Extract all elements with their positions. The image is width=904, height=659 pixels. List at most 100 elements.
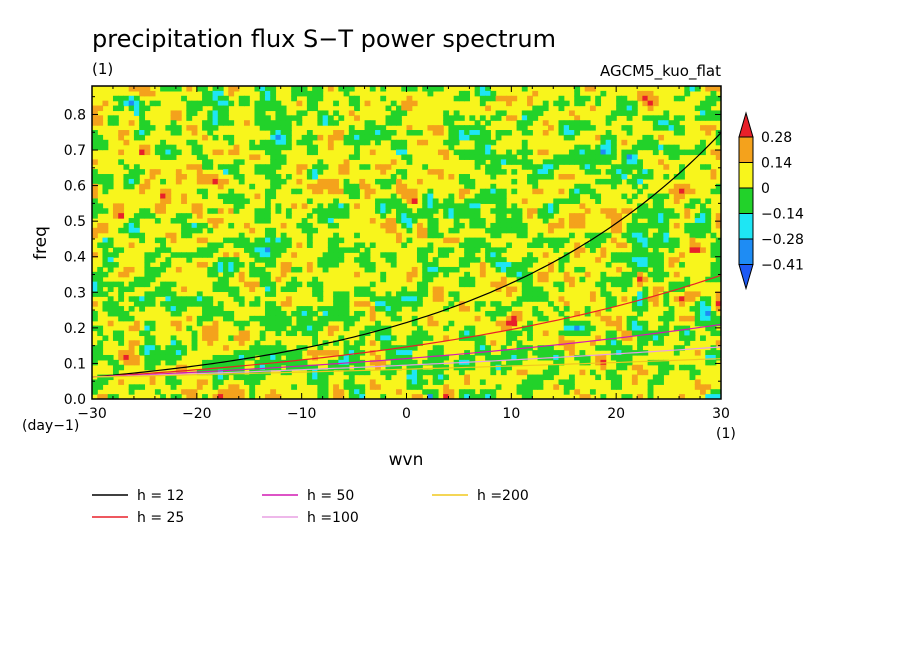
heatmap-cell (270, 183, 277, 190)
heatmap-cell (616, 345, 623, 351)
heatmap-cell (333, 237, 339, 244)
heatmap-cell (521, 296, 528, 302)
heatmap-cell (500, 203, 507, 209)
heatmap-cell (469, 359, 476, 366)
heatmap-cell (154, 252, 161, 258)
heatmap-cell (139, 384, 146, 390)
heatmap-cell (212, 394, 219, 399)
heatmap-cell (270, 105, 277, 112)
heatmap-cell (118, 208, 125, 214)
heatmap-cell (663, 149, 670, 156)
heatmap-cell (207, 174, 214, 180)
heatmap-cell (144, 291, 151, 297)
heatmap-cell (521, 198, 528, 204)
heatmap-cell (642, 183, 649, 190)
heatmap-cell (715, 350, 721, 356)
heatmap-cell (228, 389, 235, 395)
heatmap-cell (705, 222, 712, 229)
colorbar-label: −0.41 (761, 258, 804, 274)
heatmap-cell (165, 193, 172, 200)
heatmap-cell (553, 369, 560, 376)
heatmap-cell (280, 120, 287, 126)
heatmap-cell (464, 354, 470, 361)
heatmap-cell (364, 120, 371, 126)
heatmap-cell (658, 340, 664, 346)
heatmap-cell (359, 384, 366, 390)
heatmap-cell (385, 340, 392, 346)
heatmap-cell (280, 237, 287, 244)
heatmap-cell (427, 222, 434, 229)
heatmap-cell (495, 222, 502, 229)
heatmap-cell (427, 315, 434, 322)
heatmap-cell (563, 198, 570, 204)
heatmap-cell (196, 164, 203, 170)
heatmap-cell (506, 100, 512, 107)
y-tick-label: 0.8 (64, 107, 86, 123)
heatmap-cell (684, 86, 691, 92)
heatmap-cell (317, 291, 324, 297)
heatmap-cell (616, 105, 623, 112)
heatmap-cell (149, 291, 156, 297)
heatmap-cell (416, 379, 423, 385)
heatmap-cell (521, 384, 528, 390)
heatmap-cell (616, 95, 623, 102)
heatmap-cell (563, 271, 570, 278)
heatmap-cell (715, 354, 721, 361)
heatmap-cell (700, 203, 706, 209)
heatmap-cell (333, 325, 339, 332)
heatmap-cell (259, 169, 266, 175)
heatmap-cell (710, 310, 717, 317)
heatmap-cell (196, 154, 203, 160)
heatmap-cell (275, 144, 282, 151)
heatmap-cell (427, 218, 434, 224)
heatmap-cell (406, 130, 413, 136)
heatmap-cell (165, 262, 172, 268)
heatmap-cell (296, 320, 303, 327)
heatmap-cell (312, 340, 318, 346)
heatmap-cell (574, 120, 581, 126)
heatmap-cell (652, 203, 659, 209)
heatmap-cell (390, 369, 397, 376)
heatmap-cell (663, 364, 670, 371)
heatmap-cell (647, 115, 654, 121)
heatmap-cell (673, 149, 680, 156)
colorbar-bottom-arrow (738, 264, 754, 291)
heatmap-cell (144, 271, 151, 278)
heatmap-cell (679, 130, 685, 136)
heatmap-cell (652, 100, 659, 107)
heatmap-cell (128, 183, 135, 190)
heatmap-cell (626, 237, 633, 244)
heatmap-cell (118, 134, 125, 141)
heatmap-cell (626, 315, 633, 322)
heatmap-cell (322, 183, 329, 190)
heatmap-cell (500, 218, 507, 224)
heatmap-cell (658, 271, 664, 278)
heatmap-cell (563, 345, 570, 351)
heatmap-cell (705, 301, 712, 307)
heatmap-cell (710, 110, 717, 116)
heatmap-cell (270, 257, 277, 263)
heatmap-cell (144, 86, 151, 92)
heatmap-cell (700, 125, 706, 131)
heatmap-cell (133, 354, 140, 361)
heatmap-cell (354, 394, 360, 399)
heatmap-cell (605, 154, 612, 160)
heatmap-cell (694, 86, 701, 92)
heatmap-cell (270, 281, 277, 288)
heatmap-cell (223, 193, 229, 200)
x-axis-unit: (1) (716, 426, 736, 442)
heatmap-cell (542, 100, 549, 107)
heatmap-cell (244, 374, 250, 381)
heatmap-cell (285, 208, 292, 214)
heatmap-cell (558, 296, 565, 302)
heatmap-cell (133, 218, 140, 224)
heatmap-cell (196, 252, 203, 258)
heatmap-cell (558, 335, 565, 341)
heatmap-cell (401, 193, 408, 200)
heatmap-cell (375, 203, 381, 209)
heatmap-cell (621, 125, 628, 131)
heatmap-cell (485, 193, 491, 200)
heatmap-cell (479, 345, 486, 351)
heatmap-cell (228, 271, 235, 278)
heatmap-cell (542, 105, 549, 112)
